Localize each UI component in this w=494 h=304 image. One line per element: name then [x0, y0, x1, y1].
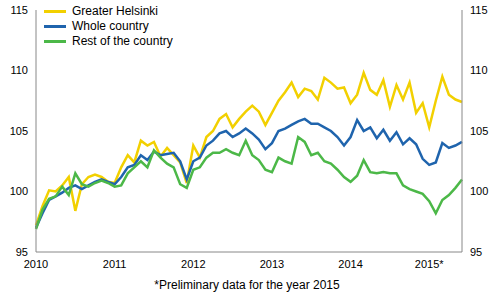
svg-text:2010: 2010	[24, 258, 48, 270]
svg-text:105: 105	[10, 125, 28, 137]
html-text:*Preliminary data for the year: *Preliminary data for the year 2015	[154, 278, 340, 292]
svg-text:115: 115	[470, 4, 486, 16]
svg-text:110: 110	[10, 64, 28, 76]
html-text:Rest of the country: Rest of the country	[72, 34, 173, 48]
svg-text:115: 115	[10, 4, 28, 16]
svg-text:100: 100	[470, 185, 486, 197]
html-text:Greater Helsinki: Greater Helsinki	[72, 4, 158, 18]
svg-text:105: 105	[470, 125, 486, 137]
svg-text:2013: 2013	[260, 258, 284, 270]
svg-text:100: 100	[10, 185, 28, 197]
svg-text:2012: 2012	[181, 258, 205, 270]
svg-text:95: 95	[470, 246, 482, 258]
svg-text:95: 95	[16, 246, 28, 258]
html-text:Whole country: Whole country	[72, 19, 149, 33]
svg-text:2015*: 2015*	[415, 258, 444, 270]
svg-text:110: 110	[470, 64, 486, 76]
svg-text:2014: 2014	[338, 258, 362, 270]
svg-text:2011: 2011	[103, 258, 127, 270]
